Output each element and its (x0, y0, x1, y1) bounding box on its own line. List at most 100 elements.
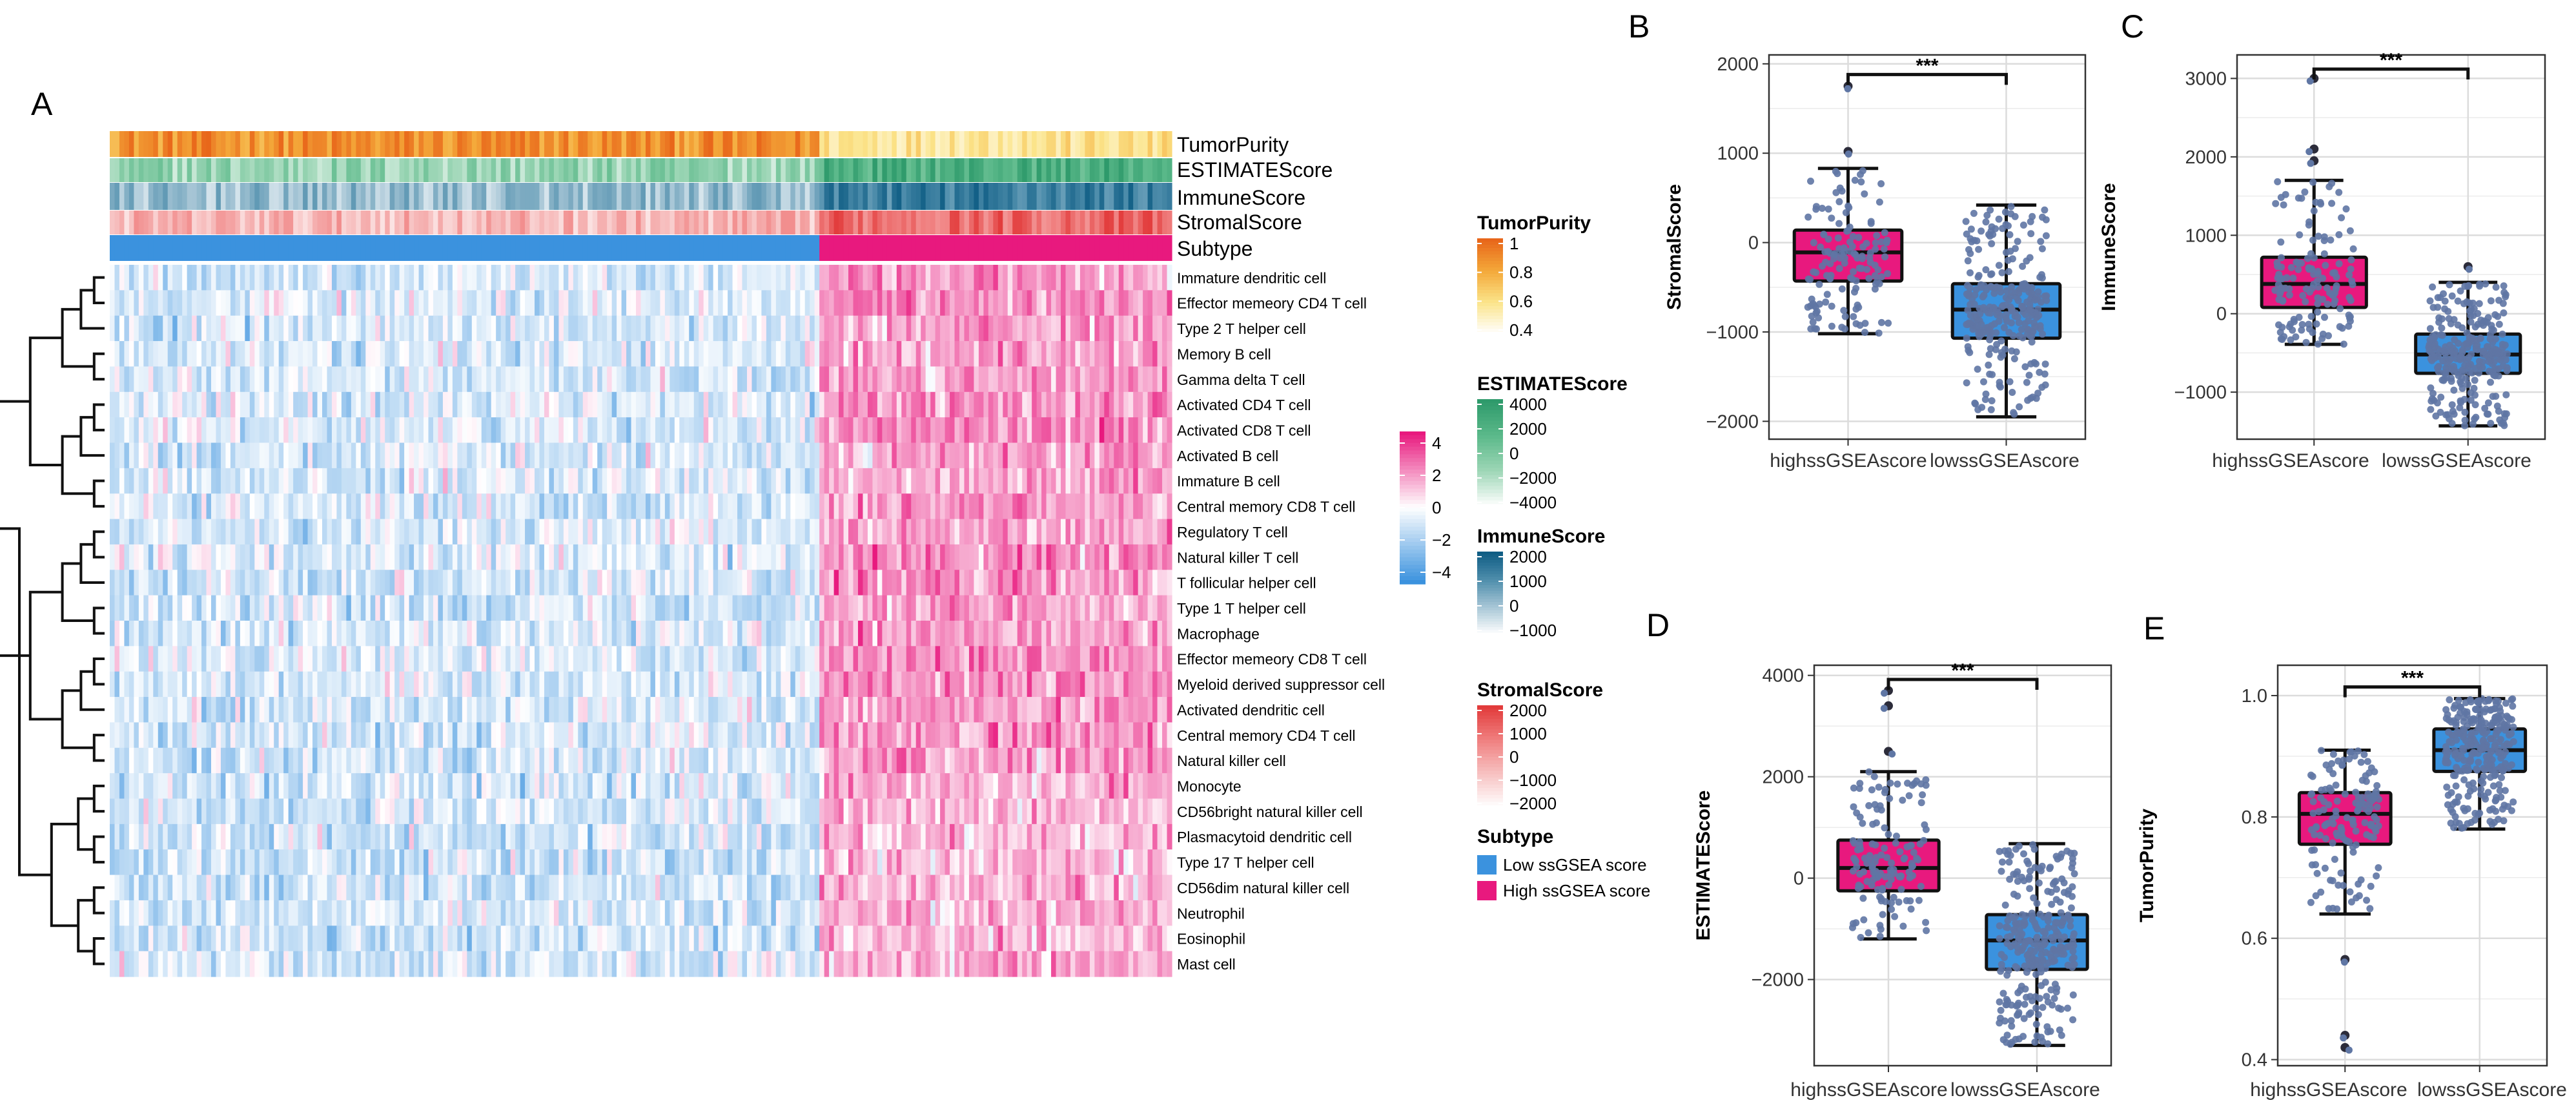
track-cell (1007, 131, 1013, 157)
heatmap-cell (322, 595, 328, 621)
heatmap-cell (1118, 265, 1124, 291)
heatmap-cell (1089, 290, 1095, 316)
panel-label-d: D (1646, 607, 1670, 643)
track-cell (1061, 158, 1067, 182)
heatmap-cell (515, 391, 521, 418)
heatmap-cell (496, 621, 502, 647)
heatmap-cell (1075, 544, 1081, 570)
heatmap-cell (220, 417, 227, 444)
heatmap-cell (708, 697, 714, 723)
heatmap-cell (119, 315, 125, 342)
heatmap-cell (399, 391, 405, 418)
heatmap-cell (317, 391, 323, 418)
heatmap-cell (737, 290, 743, 316)
heatmap-cell (163, 417, 169, 444)
heatmap-cell (1075, 341, 1081, 367)
heatmap-cell (1032, 290, 1038, 316)
heatmap-cell (617, 315, 622, 342)
heatmap-cell (539, 265, 545, 291)
track-cell (940, 158, 946, 182)
heatmap-cell (718, 442, 724, 469)
heatmap-cell (1109, 391, 1114, 418)
track-cell (819, 235, 825, 261)
heatmap-cell (578, 595, 584, 621)
heatmap-cell (515, 341, 521, 367)
heatmap-cell (307, 442, 313, 469)
heatmap-cell (312, 265, 318, 291)
heatmap-cell (592, 519, 598, 545)
heatmap-cell (640, 646, 646, 672)
heatmap-cell (124, 621, 130, 647)
heatmap-cell (1022, 391, 1028, 418)
heatmap-cell (679, 468, 685, 494)
track-cell (1123, 183, 1129, 210)
heatmap-cell (563, 697, 569, 723)
heatmap-cell (713, 468, 719, 494)
track-cell (206, 211, 212, 234)
track-cell (824, 235, 830, 261)
heatmap-cell (114, 315, 120, 342)
heatmap-cell (810, 442, 815, 469)
heatmap-cell (409, 544, 414, 570)
heatmap-cell (336, 519, 342, 545)
heatmap-cell (703, 671, 709, 698)
heatmap-cell (539, 671, 545, 698)
heatmap-cell (896, 570, 902, 596)
track-cell (346, 131, 352, 157)
heatmap-cell (124, 671, 130, 698)
heatmap-cell (1056, 595, 1061, 621)
heatmap-cell (182, 493, 188, 520)
heatmap-cell (303, 315, 309, 342)
track-cell (510, 131, 516, 157)
heatmap-cell (732, 265, 738, 291)
heatmap-cell (283, 570, 289, 596)
heatmap-cell (1114, 493, 1119, 520)
track-cell (370, 211, 376, 234)
heatmap-cell (1123, 646, 1129, 672)
heatmap-cell (442, 595, 449, 621)
heatmap-cell (163, 366, 169, 393)
heatmap-cell (153, 315, 159, 342)
heatmap-cell (558, 391, 564, 418)
heatmap-cell (128, 315, 134, 342)
heatmap-cell (549, 315, 555, 342)
heatmap-cell (621, 366, 627, 393)
track-cell (438, 158, 444, 182)
heatmap-cell (790, 544, 796, 570)
heatmap-cell (588, 570, 593, 596)
heatmap-cell (1079, 671, 1086, 698)
heatmap-cell (418, 570, 424, 596)
track-cell (713, 235, 719, 261)
heatmap-cell (544, 341, 550, 367)
heatmap-cell (230, 468, 236, 494)
track-cell (732, 183, 738, 210)
heatmap-cell (915, 417, 921, 444)
heatmap-cell (331, 265, 338, 291)
track-cell (389, 131, 395, 157)
heatmap-cell (336, 621, 342, 647)
heatmap-cell (539, 341, 545, 367)
heatmap-cell (409, 265, 414, 291)
heatmap-cell (375, 646, 381, 672)
heatmap-cell (216, 391, 221, 418)
track-cell (394, 131, 400, 157)
heatmap-cell (134, 366, 139, 393)
heatmap-cell (713, 570, 719, 596)
heatmap-cell (645, 315, 651, 342)
track-cell (848, 158, 854, 182)
heatmap-cell (597, 646, 603, 672)
heatmap-cell (1143, 391, 1149, 418)
heatmap-cell (249, 646, 255, 672)
heatmap-cell (617, 646, 622, 672)
heatmap-cell (385, 570, 391, 596)
heatmap-cell (553, 417, 559, 444)
track-cell (747, 235, 753, 261)
track-cell (684, 131, 690, 157)
heatmap-cell (699, 468, 704, 494)
heatmap-cell (225, 493, 231, 520)
heatmap-cell (1061, 341, 1067, 367)
heatmap-cell (225, 697, 231, 723)
heatmap-cell (1032, 391, 1038, 418)
heatmap-cell (283, 442, 289, 469)
track-cell (389, 183, 395, 210)
